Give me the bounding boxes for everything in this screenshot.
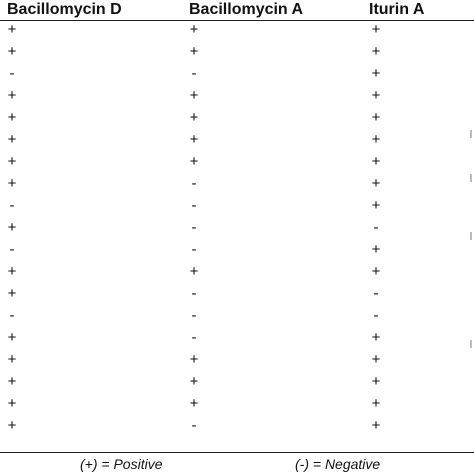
bottom-rule <box>0 452 474 453</box>
table-cell-bacillomycin-d: + <box>7 329 17 346</box>
table-cell-iturin-a: + <box>371 351 381 368</box>
table-cell-iturin-a: + <box>371 109 381 126</box>
table-cell-bacillomycin-d: + <box>7 131 17 148</box>
table-cell-bacillomycin-d: + <box>7 373 17 390</box>
table-cell-iturin-a: + <box>371 373 381 390</box>
table-cell-bacillomycin-a: + <box>189 373 199 390</box>
table-cell-iturin-a: + <box>371 241 381 258</box>
table-cell-bacillomycin-a: + <box>189 153 199 170</box>
table-cell-bacillomycin-a: + <box>189 395 199 412</box>
edge-tick <box>470 232 472 240</box>
table-cell-iturin-a: + <box>371 87 381 104</box>
table-cell-bacillomycin-d: + <box>7 285 17 302</box>
table-cell-bacillomycin-a: + <box>189 43 199 60</box>
edge-tick <box>470 174 472 182</box>
table-cell-iturin-a: + <box>371 329 381 346</box>
table-cell-bacillomycin-d: + <box>7 417 17 434</box>
table-cell-bacillomycin-d: + <box>7 175 17 192</box>
table-cell-iturin-a: - <box>373 219 379 236</box>
table-cell-bacillomycin-d: - <box>9 197 15 214</box>
table-cell-bacillomycin-d: + <box>7 395 17 412</box>
table-cell-bacillomycin-a: - <box>191 65 197 82</box>
table-cell-iturin-a: + <box>371 417 381 434</box>
table-cell-bacillomycin-d: - <box>9 65 15 82</box>
table-cell-bacillomycin-a: - <box>191 417 197 434</box>
legend-positive: (+) = Positive <box>80 456 163 472</box>
table-cell-bacillomycin-a: - <box>191 329 197 346</box>
table-cell-iturin-a: + <box>371 175 381 192</box>
table-cell-iturin-a: + <box>371 263 381 280</box>
header-rule <box>0 20 474 21</box>
table-cell-iturin-a: + <box>371 21 381 38</box>
table-cell-bacillomycin-a: + <box>189 131 199 148</box>
table-cell-bacillomycin-a: - <box>191 219 197 236</box>
table-cell-bacillomycin-a: - <box>191 241 197 258</box>
table-cell-bacillomycin-d: + <box>7 153 17 170</box>
table-cell-bacillomycin-d: + <box>7 219 17 236</box>
legend-negative: (-) = Negative <box>295 456 381 472</box>
table-cell-bacillomycin-a: + <box>189 263 199 280</box>
table-cell-bacillomycin-a: - <box>191 307 197 324</box>
table-cell-bacillomycin-a: - <box>191 175 197 192</box>
table-cell-bacillomycin-a: - <box>191 285 197 302</box>
table-cell-bacillomycin-d: - <box>9 241 15 258</box>
table-cell-bacillomycin-a: - <box>191 197 197 214</box>
column-header-bacillomycin-a: Bacillomycin A <box>189 1 304 18</box>
table-cell-bacillomycin-d: - <box>9 307 15 324</box>
table-cell-bacillomycin-d: + <box>7 109 17 126</box>
table-cell-bacillomycin-a: + <box>189 109 199 126</box>
table-cell-iturin-a: + <box>371 43 381 60</box>
table-cell-bacillomycin-d: + <box>7 87 17 104</box>
table-cell-bacillomycin-d: + <box>7 263 17 280</box>
table-cell-iturin-a: + <box>371 65 381 82</box>
table-cell-iturin-a: + <box>371 153 381 170</box>
table-cell-iturin-a: - <box>373 307 379 324</box>
table-cell-bacillomycin-d: + <box>7 43 17 60</box>
table-cell-bacillomycin-a: + <box>189 87 199 104</box>
table-cell-bacillomycin-d: + <box>7 21 17 38</box>
table-cell-bacillomycin-d: + <box>7 351 17 368</box>
table-cell-bacillomycin-a: + <box>189 21 199 38</box>
edge-tick <box>470 340 472 348</box>
column-header-bacillomycin-d: Bacillomycin D <box>7 1 122 18</box>
right-edge-fragment <box>470 0 474 474</box>
table-cell-iturin-a: + <box>371 131 381 148</box>
edge-tick <box>470 130 472 138</box>
table-cell-iturin-a: + <box>371 197 381 214</box>
table-cell-iturin-a: - <box>373 285 379 302</box>
column-header-iturin-a: Iturin A <box>369 1 425 18</box>
table-cell-iturin-a: + <box>371 395 381 412</box>
table-cell-bacillomycin-a: + <box>189 351 199 368</box>
